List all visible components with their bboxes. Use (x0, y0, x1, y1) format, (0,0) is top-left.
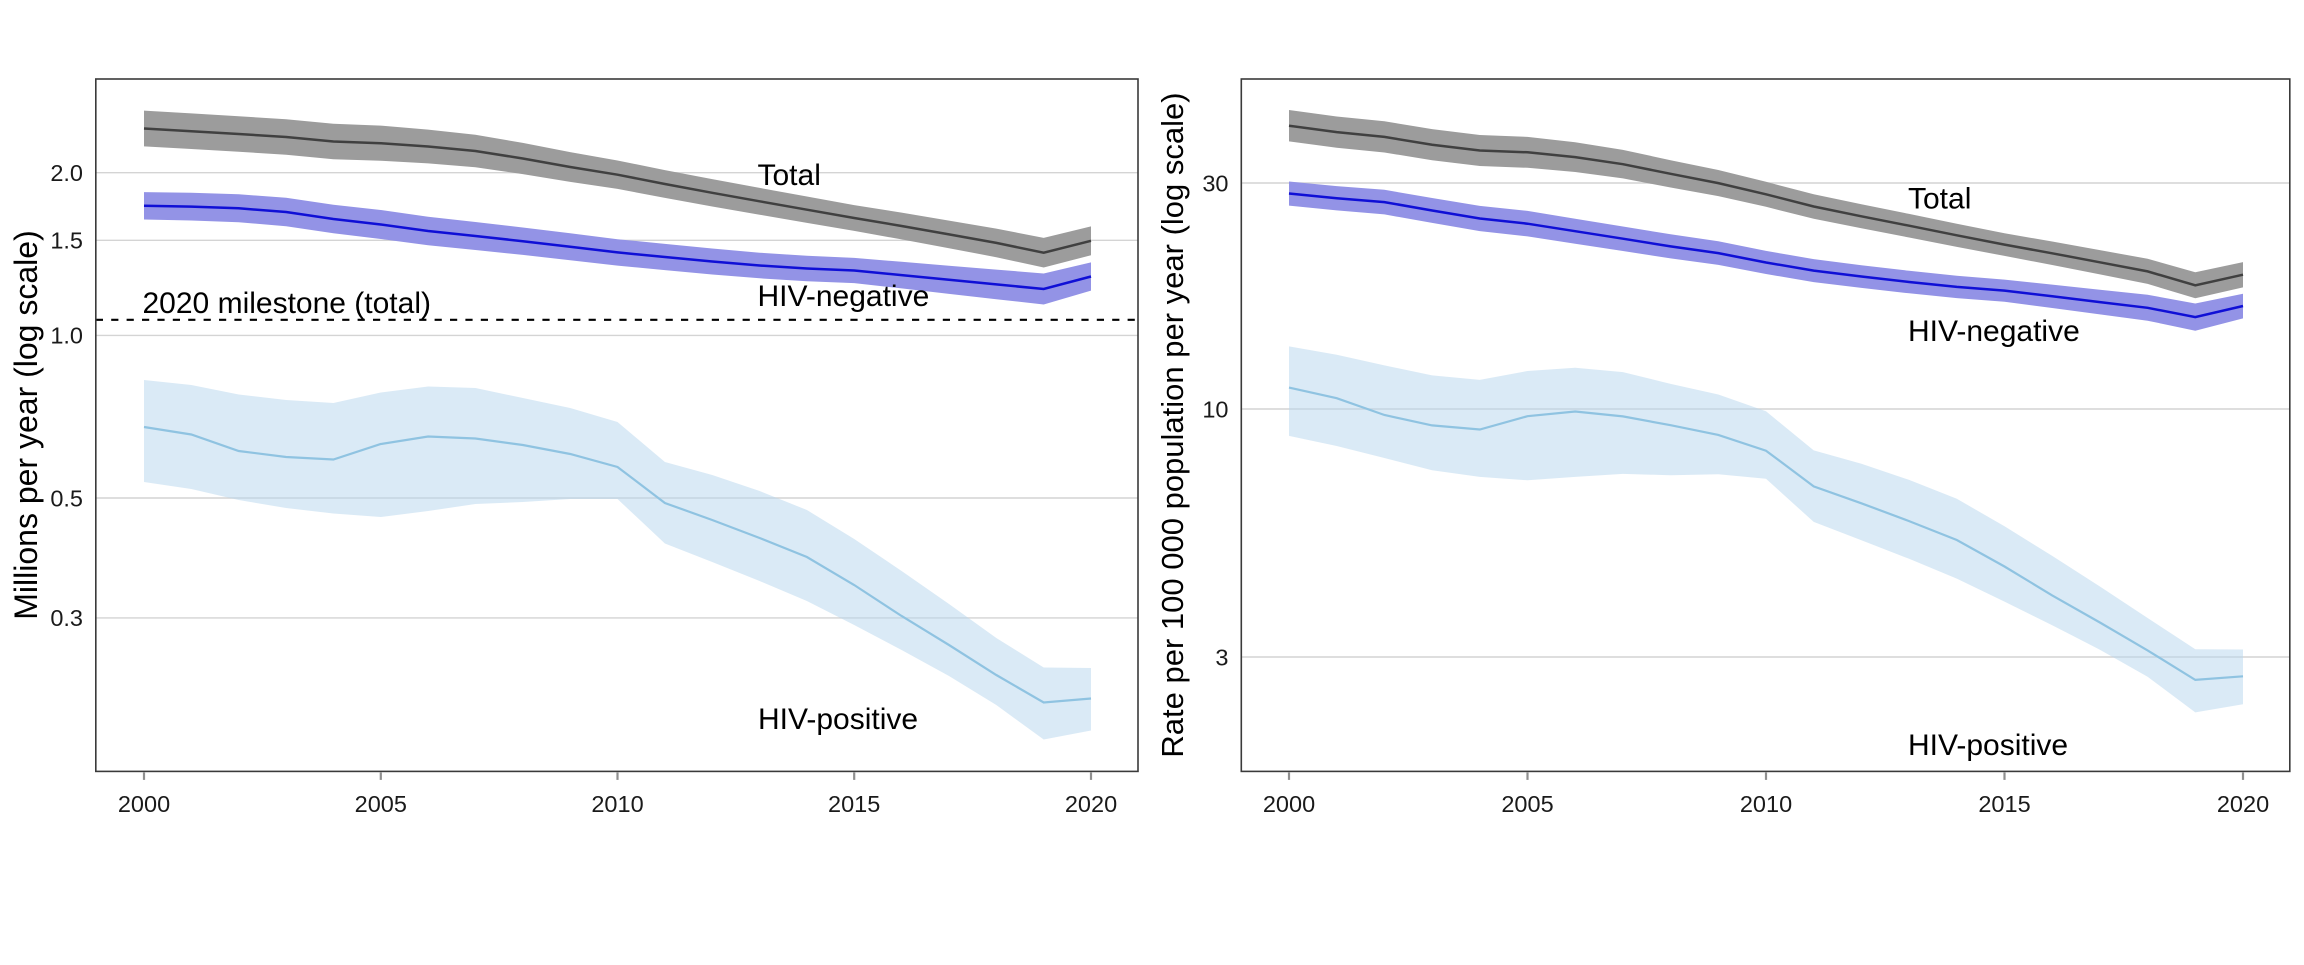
svg-text:2005: 2005 (1501, 791, 1553, 817)
svg-text:Total: Total (758, 159, 821, 192)
svg-text:2020 milestone (total): 2020 milestone (total) (143, 287, 432, 320)
svg-text:1.5: 1.5 (50, 228, 83, 254)
svg-text:10: 10 (1202, 396, 1228, 422)
svg-text:2010: 2010 (591, 791, 643, 817)
svg-text:1.0: 1.0 (50, 323, 83, 349)
svg-text:2.0: 2.0 (50, 160, 83, 186)
svg-text:HIV-negative: HIV-negative (758, 280, 930, 313)
svg-text:2015: 2015 (828, 791, 880, 817)
svg-text:0.5: 0.5 (50, 485, 83, 511)
svg-text:HIV-negative: HIV-negative (1908, 315, 2080, 348)
svg-text:0.3: 0.3 (50, 605, 83, 631)
svg-text:Rate per 100 000 population pe: Rate per 100 000 population per year (lo… (1155, 92, 1190, 757)
svg-text:Total: Total (1908, 183, 1971, 216)
svg-text:3: 3 (1215, 644, 1228, 670)
svg-text:2005: 2005 (355, 791, 407, 817)
svg-text:2020: 2020 (1065, 791, 1117, 817)
svg-text:HIV-positive: HIV-positive (1908, 729, 2068, 762)
svg-text:2000: 2000 (1263, 791, 1315, 817)
svg-text:2020: 2020 (2217, 791, 2269, 817)
svg-text:30: 30 (1202, 170, 1228, 196)
svg-text:2015: 2015 (1978, 791, 2030, 817)
svg-text:2000: 2000 (118, 791, 170, 817)
svg-text:Millions per year (log scale): Millions per year (log scale) (8, 230, 44, 619)
svg-text:2010: 2010 (1740, 791, 1792, 817)
svg-text:HIV-positive: HIV-positive (758, 703, 918, 736)
